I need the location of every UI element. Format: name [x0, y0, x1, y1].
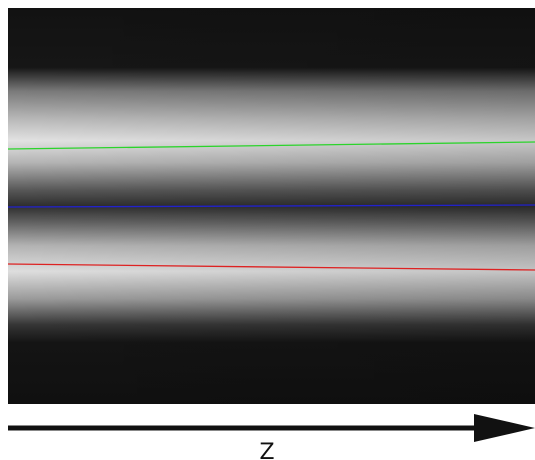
- blue-line: [7, 204, 535, 208]
- arrow-head: [474, 414, 535, 442]
- green-line: [7, 141, 535, 150]
- red-line: [7, 263, 535, 271]
- axis-label: Z: [259, 440, 274, 460]
